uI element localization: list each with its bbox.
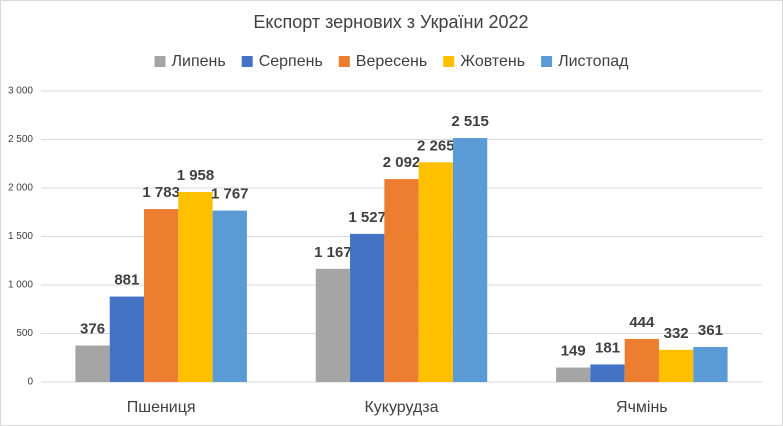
legend-label: Серпень — [259, 53, 323, 70]
value-label: 149 — [561, 343, 586, 360]
bar — [350, 233, 385, 382]
bar — [315, 268, 351, 382]
y-tick-label: 3 000 — [8, 86, 33, 97]
y-tick-label: 500 — [16, 328, 33, 339]
x-tick-label: Пшениця — [127, 399, 196, 416]
bar — [178, 192, 213, 382]
legend-swatch — [443, 56, 455, 67]
bar — [624, 338, 659, 382]
bar — [144, 209, 179, 382]
legend-label: Вересень — [356, 53, 427, 70]
legend-swatch — [541, 56, 553, 67]
value-label: 444 — [629, 314, 655, 331]
y-tick-label: 0 — [27, 377, 33, 388]
bar — [75, 345, 110, 382]
legend-swatch — [241, 56, 253, 67]
x-tick-label: Ячмінь — [616, 399, 668, 416]
value-label: 1 958 — [177, 167, 215, 184]
value-label: 881 — [114, 272, 139, 289]
legend-swatch — [338, 56, 350, 67]
bar — [109, 296, 145, 382]
bar — [693, 346, 728, 382]
x-tick-label: Кукурудза — [364, 399, 438, 416]
value-label: 2 515 — [451, 113, 489, 130]
bar — [452, 138, 488, 382]
bar — [384, 179, 419, 382]
value-label: 1 767 — [211, 186, 249, 203]
y-tick-label: 1 500 — [8, 231, 33, 242]
value-label: 2 092 — [383, 154, 421, 171]
value-label: 332 — [664, 325, 689, 342]
bar — [418, 162, 453, 382]
value-label: 181 — [595, 339, 620, 356]
value-label: 1 783 — [142, 184, 180, 201]
value-label: 1 167 — [314, 244, 352, 261]
legend-label: Листопад — [558, 53, 629, 70]
legend-swatch — [154, 56, 166, 67]
legend-label: Жовтень — [460, 53, 525, 70]
y-tick-label: 1 000 — [8, 280, 33, 291]
bar — [212, 210, 247, 382]
bar — [590, 364, 625, 382]
chart-title: Експорт зернових з України 2022 — [253, 12, 528, 32]
bar — [556, 367, 591, 382]
value-label: 376 — [80, 320, 105, 337]
value-label: 361 — [698, 322, 723, 339]
y-tick-label: 2 000 — [8, 183, 33, 194]
bar — [658, 349, 694, 382]
value-label: 2 265 — [417, 137, 455, 154]
value-label: 1 527 — [348, 209, 386, 226]
legend-label: Липень — [172, 53, 226, 70]
y-tick-label: 2 500 — [8, 134, 33, 145]
